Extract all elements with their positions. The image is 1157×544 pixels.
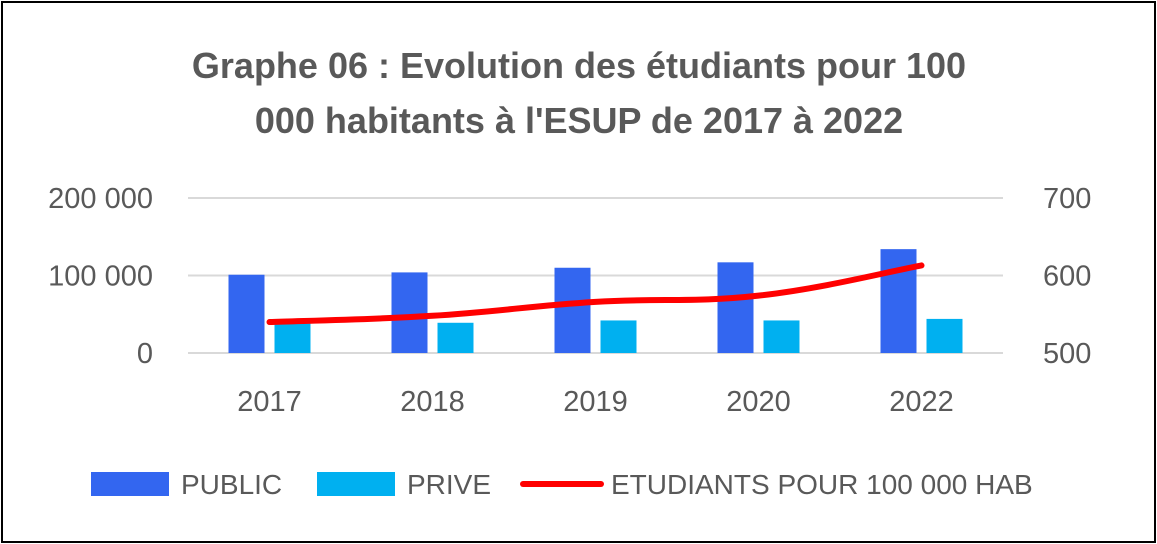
y-right-tick-label: 700	[1043, 183, 1091, 215]
bar-public	[554, 267, 591, 353]
chart-title-line-2: 000 habitants à l'ESUP de 2017 à 2022	[255, 100, 903, 141]
legend-label-public: PUBLIC	[181, 469, 282, 500]
y-right-tick-label: 500	[1043, 338, 1091, 370]
legend-swatch-prive	[317, 472, 395, 496]
chart-title-line-1: Graphe 06 : Evolution des étudiants pour…	[192, 45, 966, 86]
legend-swatch-public	[91, 472, 169, 496]
bar-prive	[437, 322, 474, 353]
axes: 0 100 000 200 000 500 600 700 2017 2018 2019 2020…	[48, 183, 1091, 418]
bar-prive	[926, 318, 963, 353]
bar-prive	[600, 320, 637, 353]
y-left-tick-label: 200 000	[48, 183, 153, 215]
y-left-tick-label: 0	[137, 338, 153, 370]
line-etudiants-pour-100000-hab	[266, 262, 925, 325]
bar-prive	[274, 323, 311, 353]
y-right-tick-label: 600	[1043, 261, 1091, 293]
x-tick-label: 2020	[726, 386, 791, 418]
x-tick-label: 2022	[889, 386, 954, 418]
bar-prive	[763, 320, 800, 353]
line-series	[266, 262, 925, 325]
x-tick-label: 2018	[400, 386, 465, 418]
legend-label-etudiants-pour-100-000-hab: ETUDIANTS POUR 100 000 HAB	[611, 469, 1033, 500]
chart: Graphe 06 : Evolution des étudiants pour…	[48, 45, 1091, 500]
x-tick-label: 2017	[237, 386, 302, 418]
bars	[228, 249, 963, 353]
legend-label-prive: PRIVE	[407, 469, 491, 500]
x-tick-label: 2019	[563, 386, 628, 418]
bar-public	[228, 274, 265, 353]
bar-public	[717, 262, 754, 353]
legend: PUBLIC PRIVE ETUDIANTS POUR 100 000 HAB	[91, 469, 1033, 500]
bar-public	[391, 272, 428, 353]
y-left-tick-label: 100 000	[48, 261, 153, 293]
chart-title: Graphe 06 : Evolution des étudiants pour…	[192, 45, 966, 141]
